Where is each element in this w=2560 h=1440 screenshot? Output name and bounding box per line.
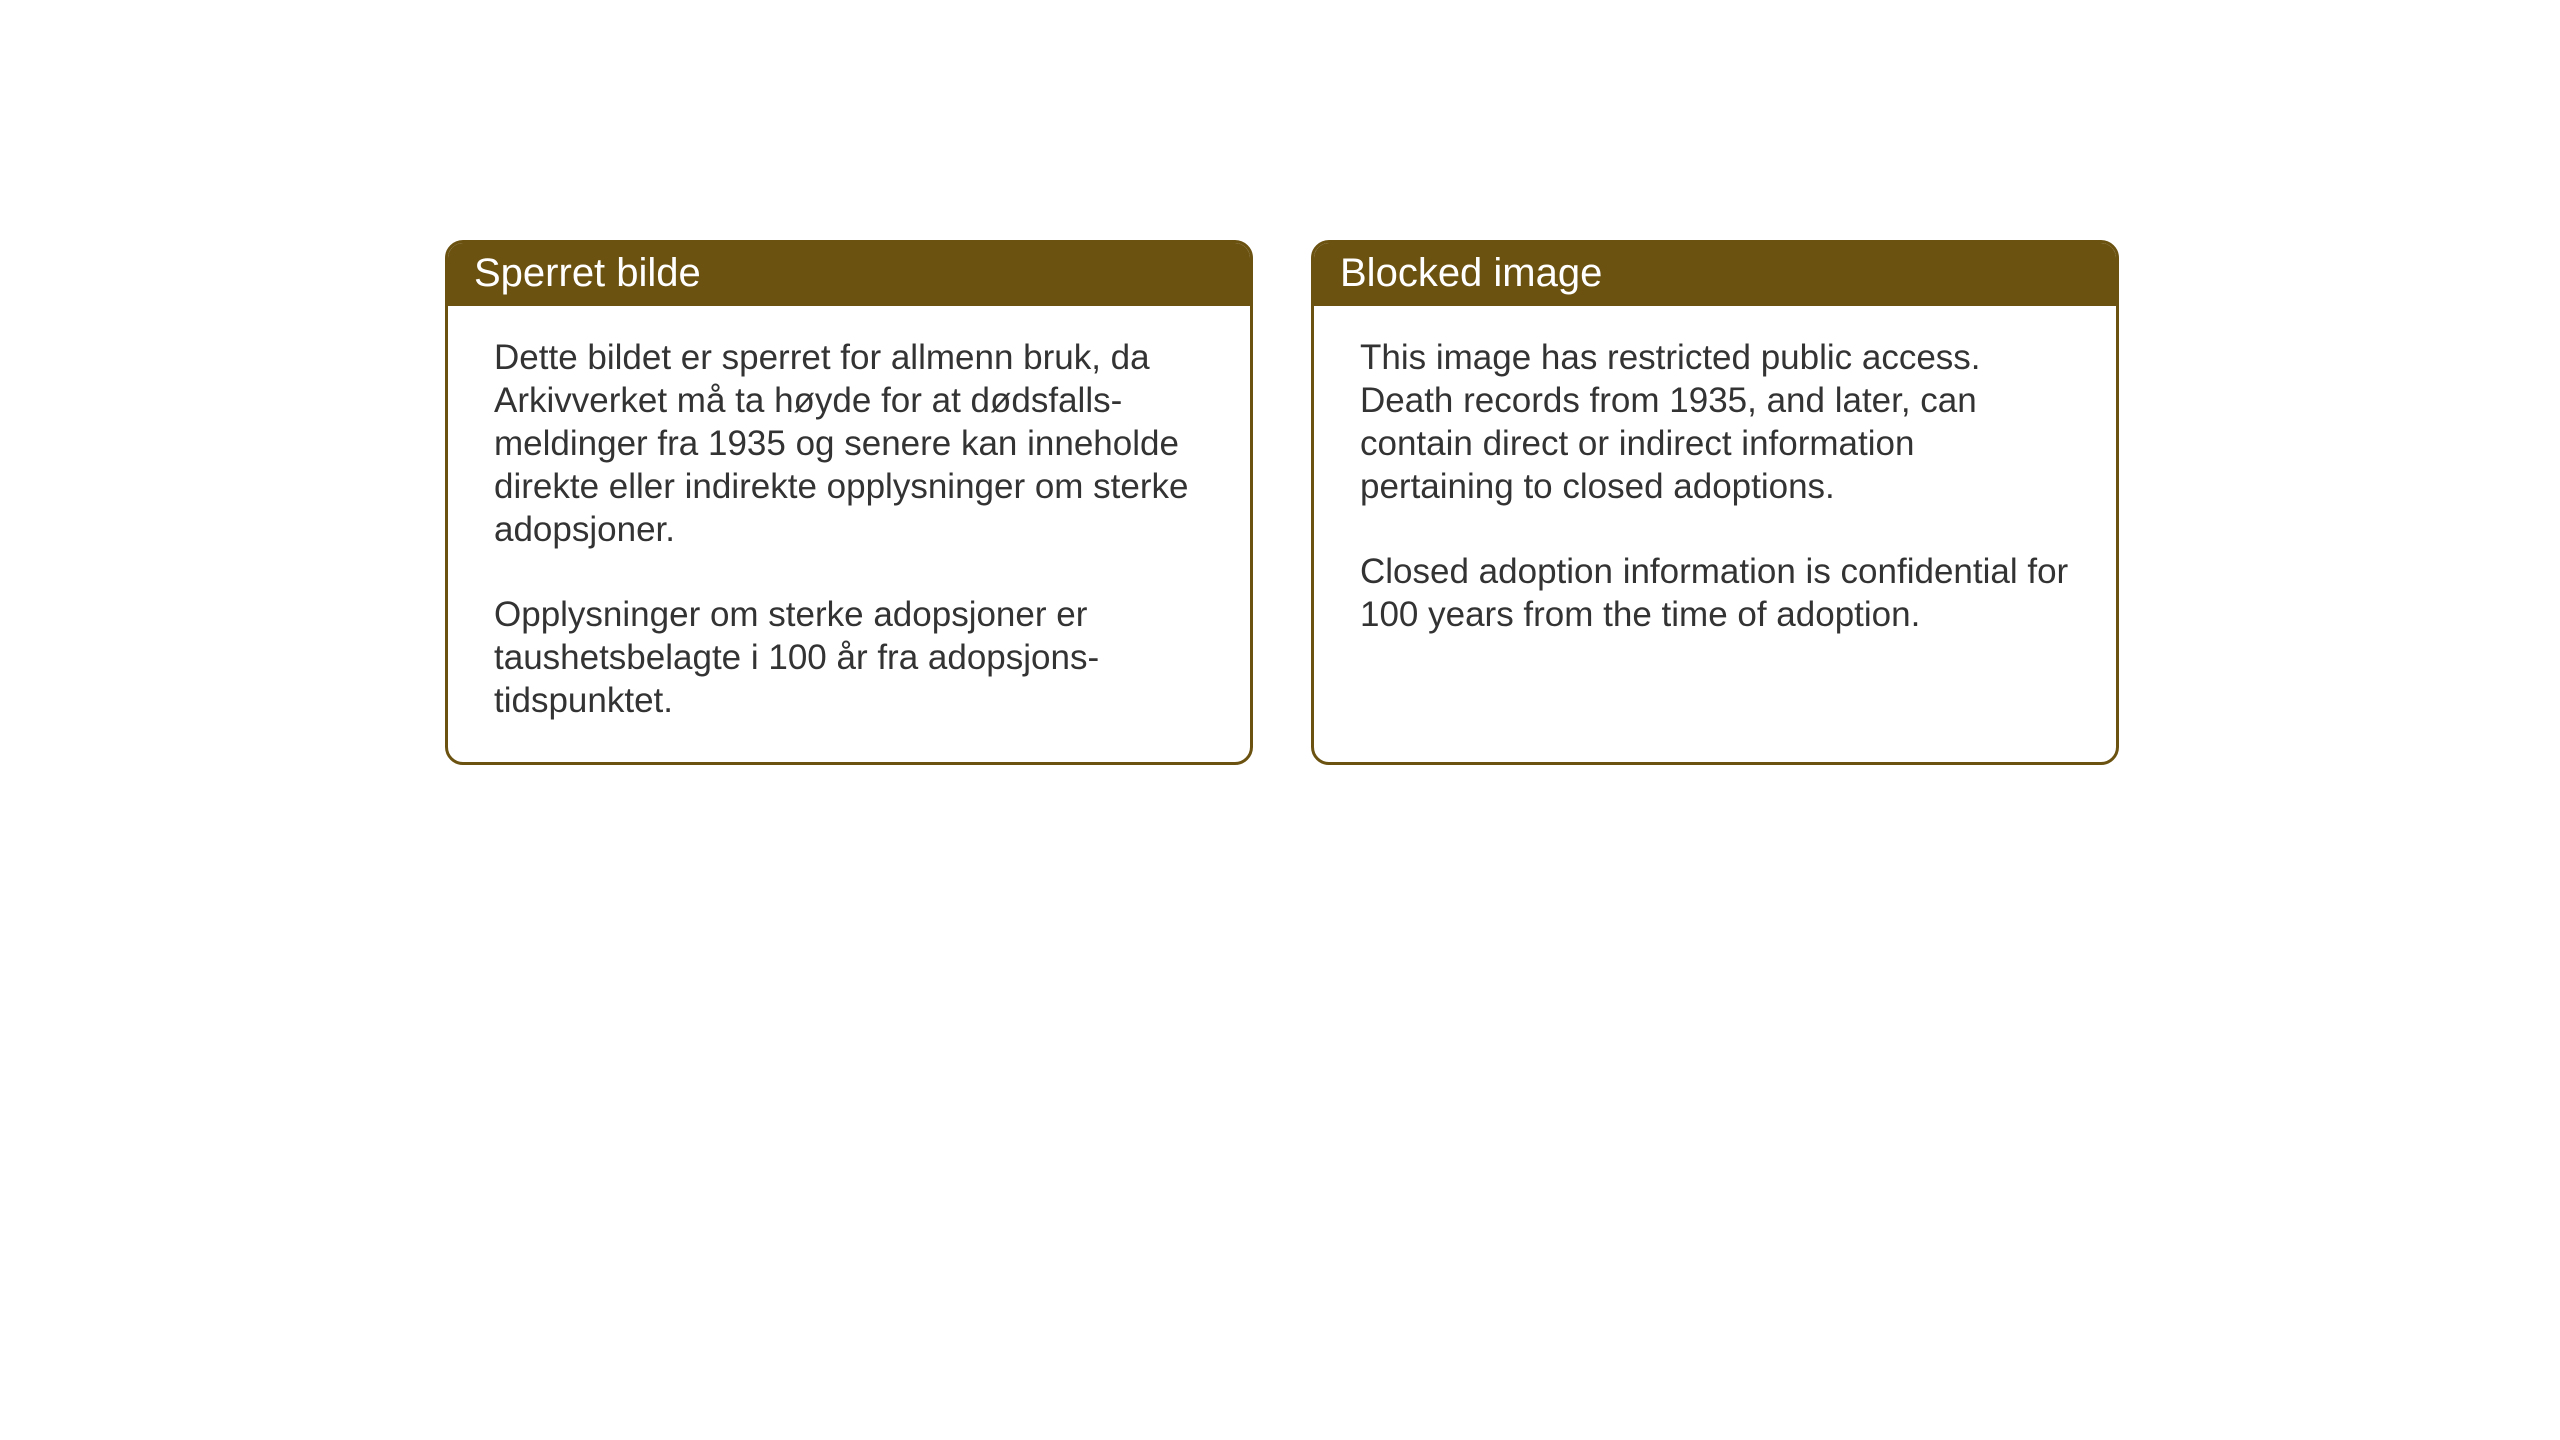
paragraph-english-2: Closed adoption information is confident… bbox=[1360, 550, 2076, 636]
card-body-english: This image has restricted public access.… bbox=[1314, 306, 2116, 701]
paragraph-norwegian-2: Opplysninger om sterke adopsjoner er tau… bbox=[494, 593, 1210, 722]
card-header-english: Blocked image bbox=[1314, 243, 2116, 306]
paragraph-english-1: This image has restricted public access.… bbox=[1360, 336, 2076, 508]
card-body-norwegian: Dette bildet er sperret for allmenn bruk… bbox=[448, 306, 1250, 762]
notice-card-english: Blocked image This image has restricted … bbox=[1311, 240, 2119, 765]
notice-card-norwegian: Sperret bilde Dette bildet er sperret fo… bbox=[445, 240, 1253, 765]
notice-container: Sperret bilde Dette bildet er sperret fo… bbox=[445, 240, 2119, 765]
card-header-norwegian: Sperret bilde bbox=[448, 243, 1250, 306]
paragraph-norwegian-1: Dette bildet er sperret for allmenn bruk… bbox=[494, 336, 1210, 551]
